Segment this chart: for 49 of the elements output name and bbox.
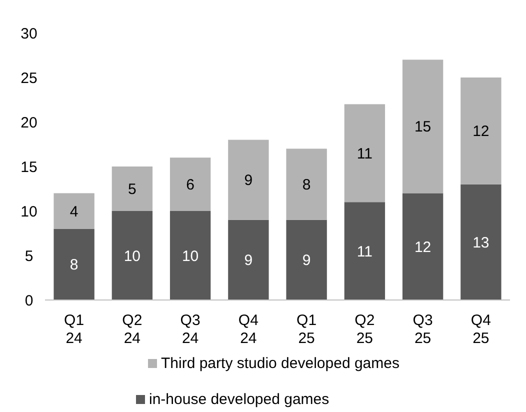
data-label: 9 (302, 252, 311, 270)
x-tick-label: Q2 24 (122, 312, 142, 347)
bar (54, 228, 94, 300)
data-label: 8 (302, 176, 311, 194)
y-tick-label: 15 (20, 158, 38, 176)
bar (402, 193, 444, 300)
data-label: 5 (128, 181, 136, 198)
bar (286, 148, 327, 220)
bar (112, 211, 153, 300)
y-tick-label: 20 (20, 114, 38, 132)
y-tick-label: 30 (20, 25, 38, 42)
bar (228, 220, 269, 300)
y-tick-label: 0 (24, 292, 34, 310)
data-label: 11 (356, 243, 372, 260)
x-tick-label: Q3 24 (180, 312, 200, 347)
data-label: 13 (472, 234, 490, 252)
data-label: 6 (186, 176, 194, 194)
data-label: 8 (70, 256, 78, 274)
data-label: 10 (124, 248, 141, 265)
x-tick-label: Q1 24 (64, 312, 84, 347)
bar (170, 211, 211, 300)
data-label: 12 (414, 238, 432, 256)
x-tick-label: Q3 25 (412, 312, 433, 347)
bar (112, 166, 153, 211)
y-tick-label: 25 (20, 70, 38, 87)
y-tick-label: 5 (24, 248, 34, 265)
data-label: 15 (414, 118, 432, 136)
bar (54, 193, 94, 229)
bar (460, 184, 502, 300)
x-tick-label: Q2 25 (354, 312, 375, 347)
data-label: 9 (244, 172, 253, 190)
bar (460, 78, 502, 184)
data-label: 11 (356, 145, 372, 162)
data-label: 9 (244, 252, 253, 270)
legend-label: Third party studio developed games (161, 355, 400, 372)
bar (344, 202, 386, 300)
y-tick-label: 10 (20, 203, 38, 220)
bar (402, 60, 444, 194)
bar (344, 104, 386, 202)
data-label: 10 (182, 248, 199, 265)
bar (170, 158, 211, 211)
data-label: 12 (472, 123, 490, 140)
legend-label: in-house developed games (149, 391, 330, 408)
x-tick-label: Q4 24 (238, 312, 258, 347)
bar (228, 140, 269, 220)
x-tick-label: Q4 25 (470, 312, 491, 347)
x-tick-label: Q1 25 (296, 312, 317, 347)
bar (286, 220, 327, 300)
data-label: 4 (70, 203, 78, 220)
